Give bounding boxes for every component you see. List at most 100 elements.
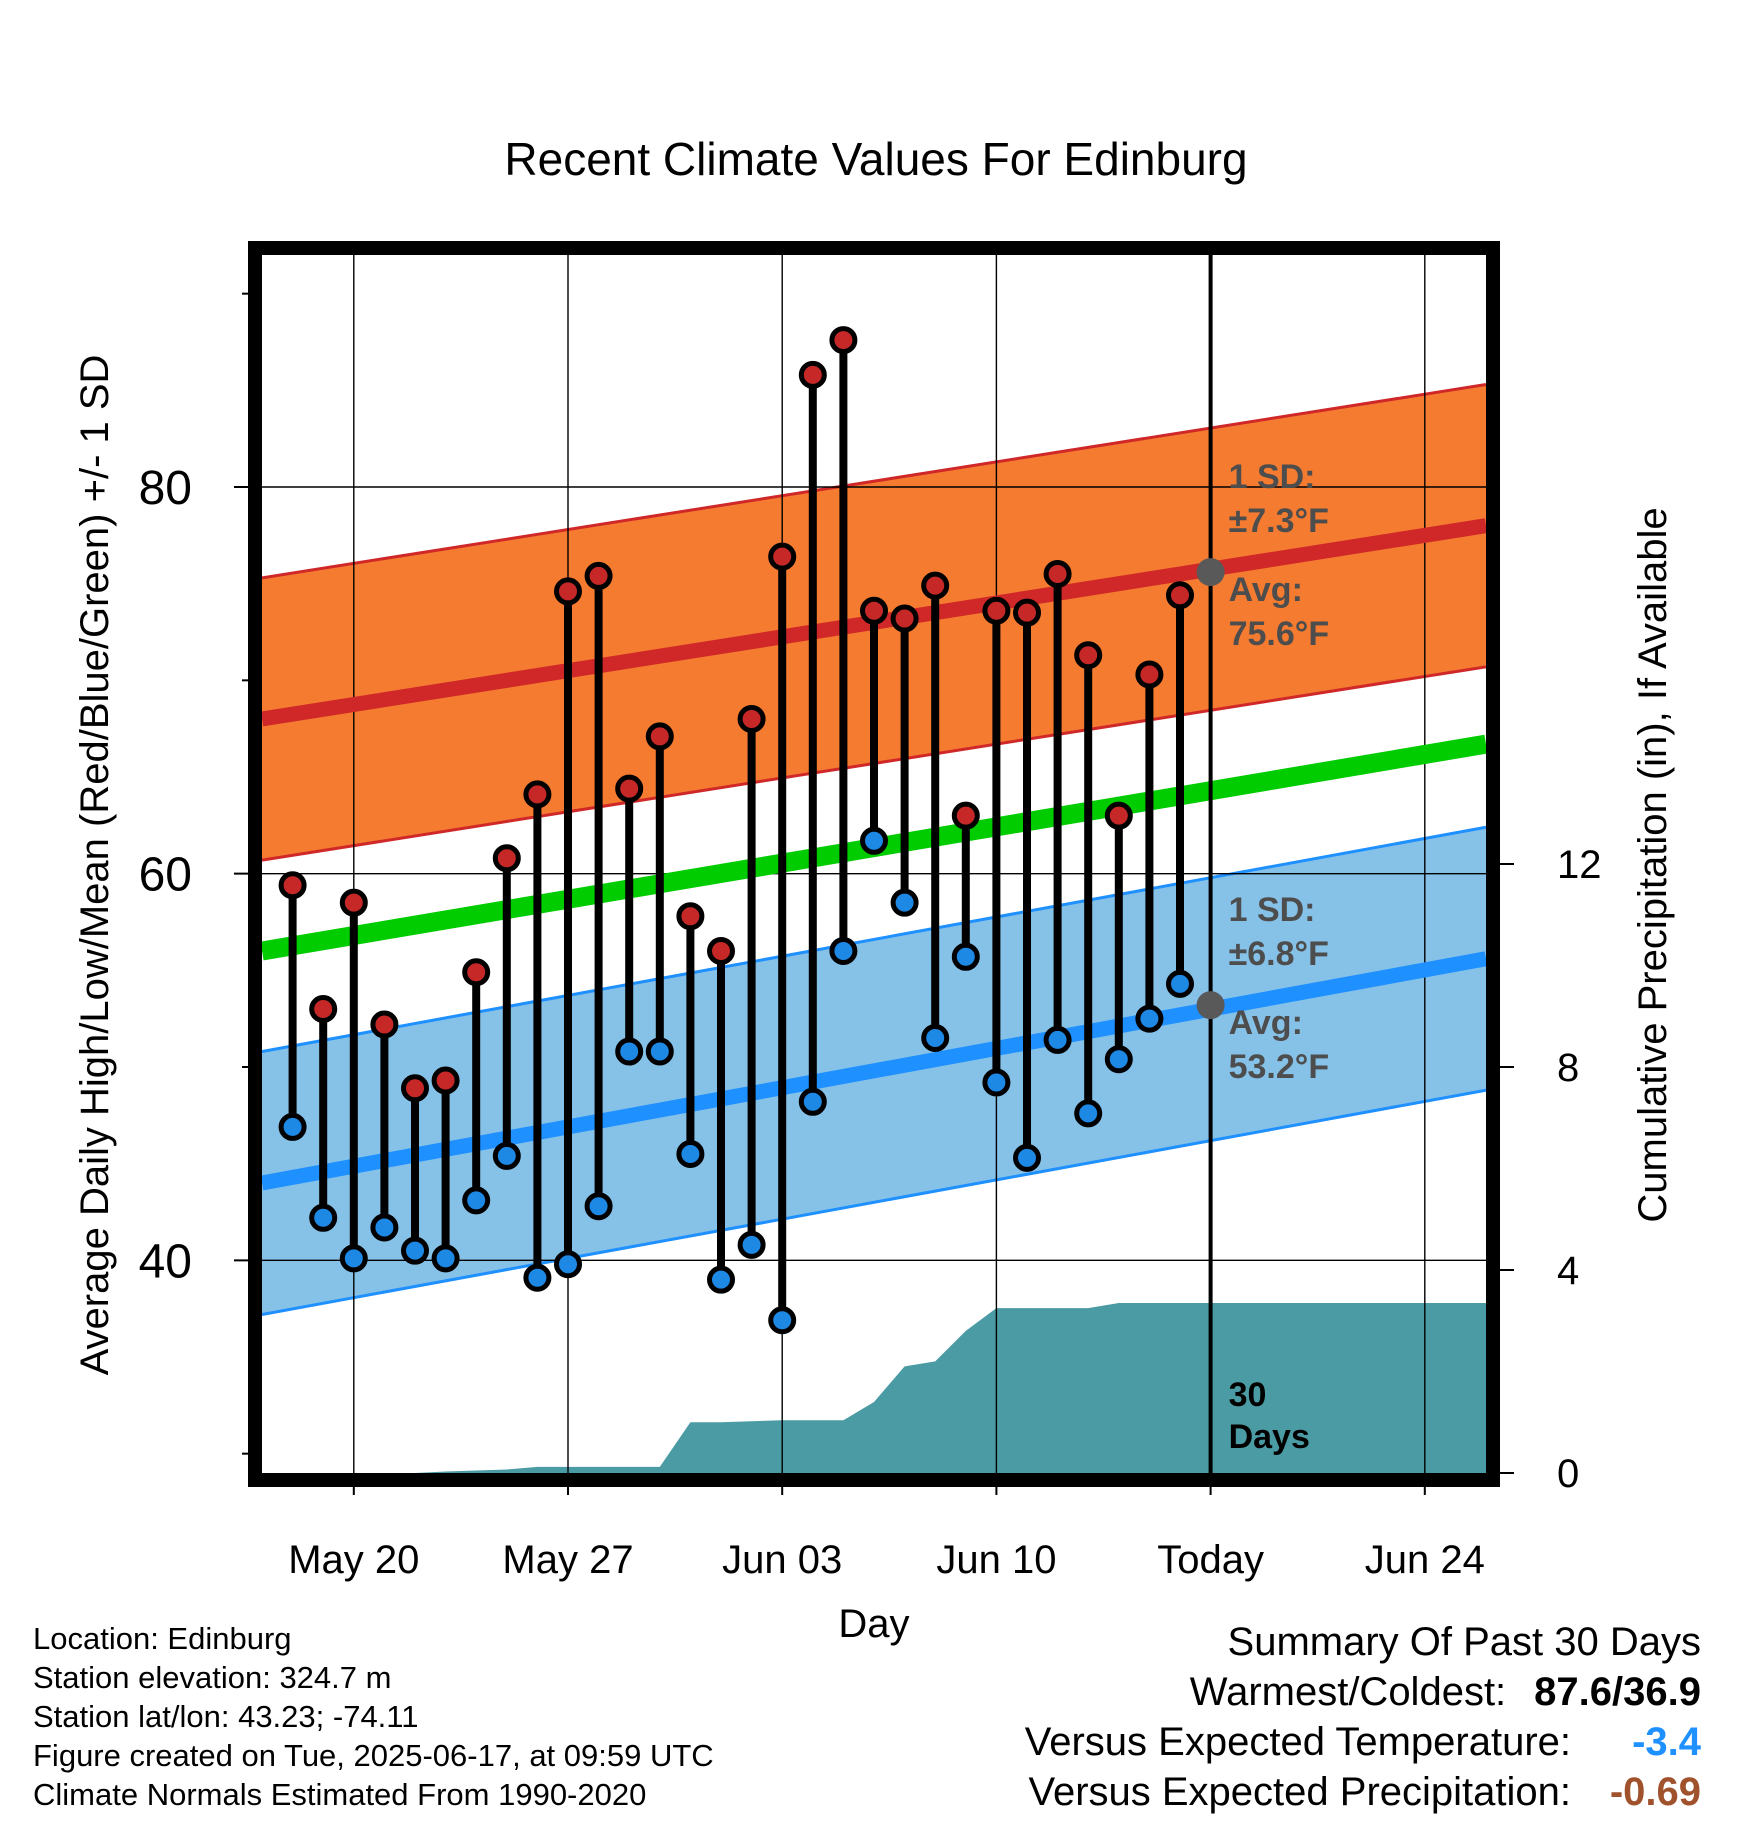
daily-high-point — [431, 1066, 460, 1095]
daily-high-point — [645, 722, 674, 751]
daily-low-point — [645, 1037, 674, 1066]
daily-low-point — [431, 1244, 460, 1273]
daily-low-point — [860, 826, 888, 855]
daily-low-point — [737, 1230, 766, 1259]
today-high-avg-marker — [1196, 558, 1225, 587]
low-sd-value: ±6.8°F — [1229, 935, 1329, 973]
daily-low-point — [370, 1213, 399, 1242]
daily-high-point — [1043, 560, 1072, 588]
today-low-avg-marker — [1196, 991, 1225, 1020]
low-normal-band-lower-edge — [262, 1088, 1486, 1316]
daily-low-point — [890, 888, 919, 917]
period-label-unit: Days — [1229, 1418, 1310, 1456]
daily-high-point — [798, 360, 827, 389]
daily-high-point — [554, 577, 582, 606]
latlon-text: Station lat/lon: 43.23; -74.11 — [33, 1699, 419, 1734]
low-sd-label: 1 SD: — [1229, 891, 1316, 929]
daily-low-point — [768, 1306, 797, 1335]
temp-value: -3.4 — [1632, 1720, 1701, 1764]
daily-high-point — [462, 958, 491, 987]
precip-label: Versus Expected Precipitation: — [1028, 1770, 1571, 1814]
daily-low-point — [1166, 969, 1194, 998]
daily-low-point — [615, 1037, 644, 1066]
daily-high-point — [401, 1074, 429, 1103]
low-normal-line — [262, 951, 1486, 1191]
station-info: Location: Edinburg Station elevation: 32… — [33, 1619, 714, 1814]
daily-low-point — [798, 1087, 827, 1116]
daily-high-point — [370, 1010, 399, 1039]
x-axis-label: Day — [838, 1602, 909, 1646]
high-sd-label: 1 SD: — [1229, 458, 1316, 496]
low-avg-label: Avg: — [1229, 1004, 1303, 1042]
normals-text: Climate Normals Estimated From 1990-2020 — [33, 1777, 647, 1812]
daily-high-point — [951, 801, 980, 830]
daily-low-point — [462, 1186, 491, 1215]
summary-title: Summary Of Past 30 Days — [1227, 1620, 1701, 1664]
daily-low-point — [492, 1141, 521, 1170]
y-right-tick-label: 12 — [1557, 843, 1602, 887]
daily-high-point — [1013, 598, 1041, 627]
y-right-tick-label: 8 — [1557, 1046, 1579, 1090]
daily-high-point — [768, 542, 797, 571]
daily-low-point — [676, 1140, 705, 1168]
high-avg-value: 75.6°F — [1229, 615, 1330, 653]
daily-low-point — [951, 942, 980, 971]
x-tick-label: Jun 24 — [1365, 1538, 1485, 1582]
summary-precip-row: Versus Expected Precipitation: -0.69 — [1025, 1767, 1701, 1817]
daily-high-point — [278, 871, 307, 900]
daily-low-point — [1043, 1025, 1072, 1054]
y-axis-label-right: Cumulative Precipitation (in), If Availa… — [1631, 507, 1675, 1222]
daily-low-point — [1104, 1045, 1133, 1074]
summary-temp-row: Versus Expected Temperature: -3.4 — [1025, 1717, 1701, 1767]
temp-label: Versus Expected Temperature: — [1024, 1720, 1571, 1764]
daily-high-point — [737, 705, 766, 733]
daily-low-point — [278, 1112, 307, 1141]
daily-low-point — [401, 1236, 429, 1265]
low-avg-value: 53.2°F — [1229, 1048, 1330, 1086]
y-left-tick-label: 40 — [139, 1235, 192, 1288]
created-text: Figure created on Tue, 2025-06-17, at 09… — [33, 1738, 714, 1773]
daily-high-point — [523, 780, 552, 809]
daily-low-point — [1074, 1099, 1103, 1128]
daily-high-point — [707, 937, 735, 965]
warmest-value: 87.6/36.9 — [1534, 1670, 1701, 1714]
y-left-tick-label: 80 — [139, 462, 192, 515]
daily-high-point — [1166, 581, 1194, 610]
y-axis-label-left: Average Daily High/Low/Mean (Red/Blue/Gr… — [73, 355, 117, 1376]
x-tick-label: May 27 — [502, 1538, 633, 1582]
y-right-tick-label: 0 — [1557, 1452, 1579, 1496]
location-text: Location: Edinburg — [33, 1621, 292, 1656]
daily-low-point — [554, 1250, 582, 1279]
warmest-label: Warmest/Coldest: — [1189, 1670, 1507, 1714]
daily-low-point — [921, 1024, 950, 1052]
daily-high-point — [829, 326, 858, 355]
precip-value: -0.69 — [1609, 1770, 1701, 1814]
daily-low-point — [982, 1068, 1011, 1097]
daily-high-point — [1074, 641, 1103, 670]
daily-high-point — [676, 902, 705, 931]
precip-area — [262, 1302, 1486, 1473]
daily-high-point — [615, 774, 644, 803]
daily-high-point — [860, 596, 888, 625]
daily-high-point — [339, 888, 368, 917]
daily-high-point — [1104, 801, 1133, 830]
daily-high-point — [890, 604, 919, 633]
daily-low-point — [829, 937, 858, 965]
daily-low-point — [707, 1265, 735, 1294]
x-tick-label: Jun 10 — [936, 1538, 1056, 1582]
summary-warmest-row: Warmest/Coldest: 87.6/36.9 — [1025, 1667, 1701, 1717]
daily-low-point — [584, 1192, 613, 1221]
daily-high-point — [1135, 660, 1164, 689]
summary-panel: Summary Of Past 30 Days Warmest/Coldest:… — [1025, 1617, 1701, 1817]
daily-low-point — [1013, 1143, 1041, 1172]
daily-low-point — [309, 1203, 338, 1232]
high-normal-band-upper-edge — [262, 383, 1486, 580]
high-avg-label: Avg: — [1229, 571, 1303, 609]
daily-low-point — [523, 1263, 552, 1292]
daily-high-point — [921, 571, 950, 600]
daily-high-point — [982, 596, 1011, 625]
chart-title: Recent Climate Values For Edinburg — [504, 133, 1247, 185]
low-normal-band-upper-edge — [262, 825, 1486, 1054]
daily-low-point — [1135, 1004, 1164, 1033]
y-left-tick-label: 60 — [139, 849, 192, 902]
